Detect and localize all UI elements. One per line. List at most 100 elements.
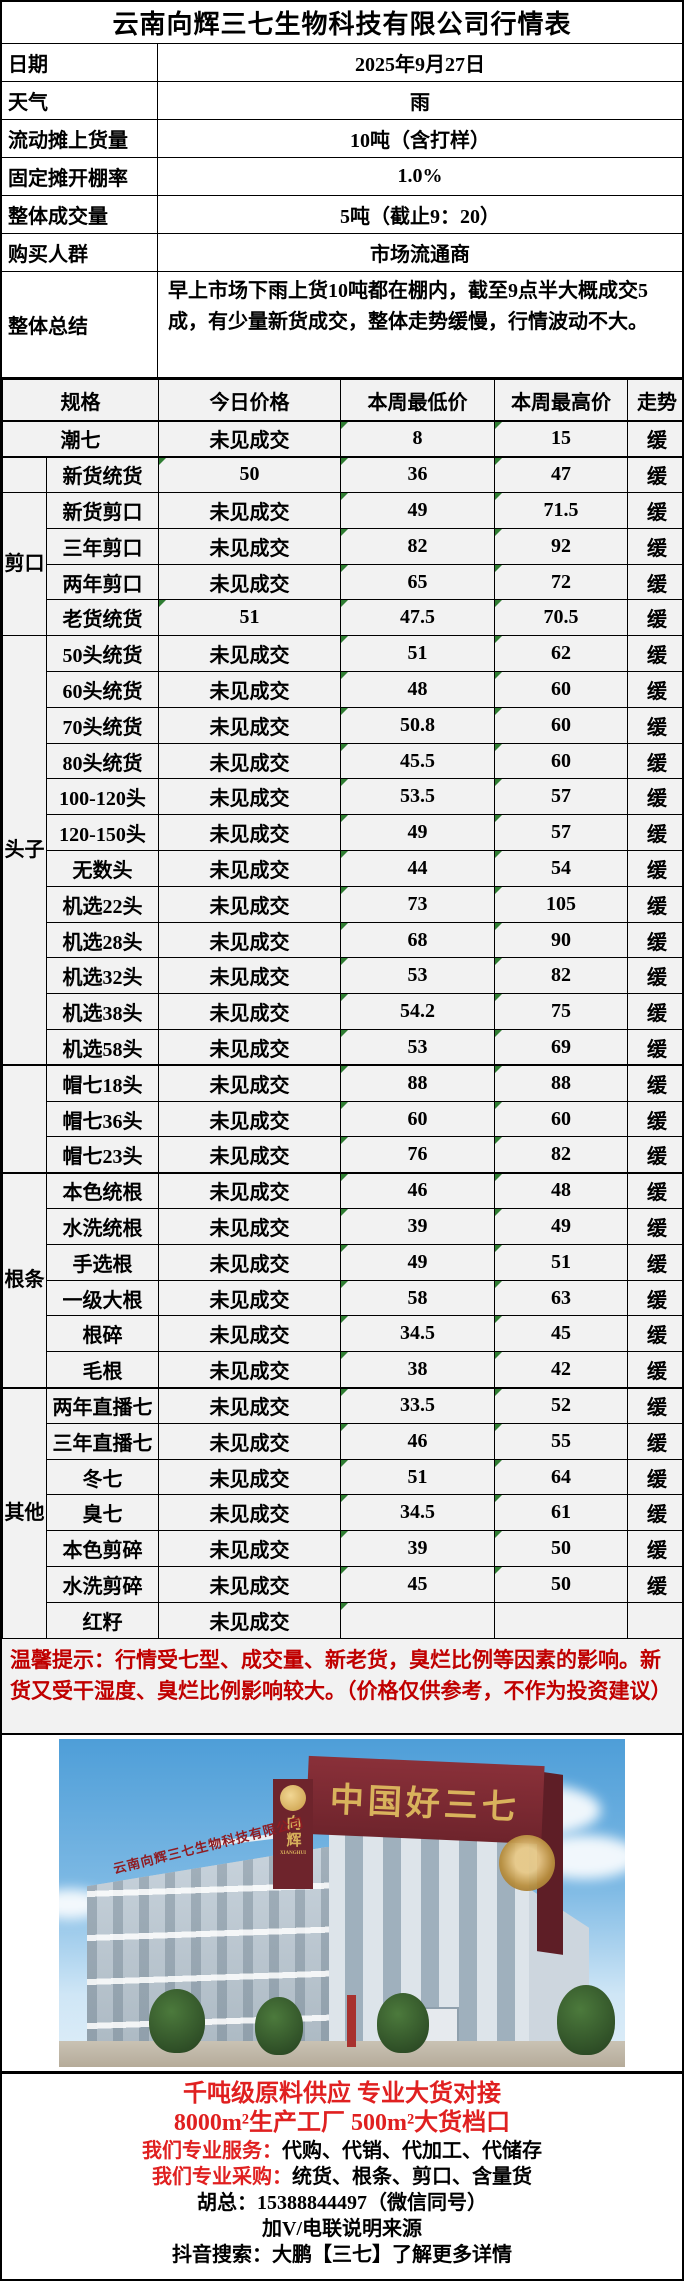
table-row: 三年剪口 未见成交 82 92 缓 (3, 527, 682, 565)
week-high-cell: 69 (494, 1029, 628, 1066)
footer-line: 我们专业服务：代购、代销、代加工、代储存 (2, 2138, 682, 2164)
table-row: 三年直播七 未见成交 46 55 缓 (3, 1422, 682, 1460)
trend-cell: 缓 (627, 671, 682, 708)
week-high-cell: 42 (494, 1351, 628, 1389)
trend-cell: 缓 (627, 1171, 682, 1210)
week-high-cell: 60 (494, 671, 628, 708)
trend-cell: 缓 (627, 599, 682, 637)
trend-cell: 缓 (627, 885, 682, 923)
today-price-cell: 未见成交 (158, 563, 341, 601)
today-price-cell: 未见成交 (158, 1422, 341, 1460)
week-high-cell: 45 (494, 1315, 628, 1353)
price-table-body: 潮七 未见成交 8 15 缓新货统货 50 36 47 缓剪口 新货剪口 未见成交 49 71.5 缓三年… (2, 420, 682, 1639)
group-cell (2, 1064, 47, 1174)
week-low-cell: 39 (340, 1530, 495, 1567)
spec-cell: 60头统货 (46, 671, 159, 708)
spec-cell: 70头统货 (46, 706, 159, 744)
spec-cell: 帽七23头 (46, 1136, 159, 1174)
info-value: 2025年9月27日 (158, 44, 682, 82)
tree-shape (255, 1996, 303, 2055)
footer-line-text: 统货、根条、剪口、含量货 (292, 2165, 532, 2188)
footer-line-label: 我们专业服务： (142, 2139, 282, 2162)
trend-cell: 缓 (627, 850, 682, 887)
week-low-cell: 46 (340, 1422, 495, 1460)
week-low-cell: 34.5 (340, 1494, 495, 1532)
spec-cell: 两年剪口 (46, 563, 159, 601)
trend-cell: 缓 (627, 1422, 682, 1460)
week-low-cell: 38 (340, 1351, 495, 1389)
group-cell (2, 455, 47, 494)
spec-cell: 帽七18头 (46, 1064, 159, 1102)
spec-cell: 臭七 (46, 1494, 159, 1532)
week-low-cell: 51 (340, 635, 495, 673)
spec-cell: 机选58头 (46, 1029, 159, 1066)
week-low-cell: 73 (340, 885, 495, 923)
today-price-cell: 未见成交 (158, 492, 341, 529)
week-high-cell: 71.5 (494, 492, 628, 529)
table-row: 老货统货 51 47.5 70.5 缓 (3, 599, 682, 637)
spec-cell: 无数头 (46, 850, 159, 887)
week-high-cell: 50 (494, 1566, 628, 1603)
brand-logo-icon (280, 1784, 306, 1811)
today-price-cell: 未见成交 (158, 1100, 341, 1138)
week-low-cell: 45 (340, 1566, 495, 1603)
week-high-cell: 60 (494, 1100, 628, 1138)
footer-line-text: 代购、代销、代加工、代储存 (282, 2139, 542, 2162)
week-high-cell: 105 (494, 885, 628, 923)
header-spec: 规格 (2, 378, 159, 422)
today-price-cell: 未见成交 (158, 1136, 341, 1174)
trend-cell (627, 1601, 682, 1639)
spec-cell: 三年直播七 (46, 1422, 159, 1460)
spec-cell: 红籽 (46, 1601, 159, 1639)
week-high-cell: 92 (494, 527, 628, 565)
price-table: 规格 今日价格 本周最低价 本周最高价 走势 潮七 未见成交 8 15 缓新货统货 50 3… (2, 378, 682, 1639)
week-high-cell: 88 (494, 1064, 628, 1102)
footer-line-label: 我们专业采购： (152, 2165, 292, 2188)
trend-cell: 缓 (627, 1064, 682, 1102)
table-row: 帽七23头 未见成交 76 82 缓 (3, 1136, 682, 1174)
page-title: 云南向辉三七生物科技有限公司行情表 (2, 2, 682, 44)
spec-cell: 两年直播七 (46, 1386, 159, 1424)
spec-cell: 本色统根 (46, 1171, 159, 1210)
trend-cell: 缓 (627, 635, 682, 673)
trend-cell: 缓 (627, 563, 682, 601)
rooftop-sign: 中国好三七 (305, 1755, 545, 1844)
rooftop-sign-text: 中国好三七 (329, 1780, 521, 1827)
week-high-cell: 75 (494, 993, 628, 1031)
today-price-cell: 未见成交 (158, 1351, 341, 1389)
week-low-cell (340, 1601, 495, 1639)
week-high-cell: 49 (494, 1208, 628, 1245)
week-high-cell: 82 (494, 957, 628, 995)
week-low-cell: 39 (340, 1208, 495, 1245)
info-label: 整体成交量 (2, 196, 158, 234)
trend-cell: 缓 (627, 492, 682, 529)
table-row: 帽七36头 未见成交 60 60 缓 (3, 1100, 682, 1138)
today-price-cell: 未见成交 (158, 1530, 341, 1567)
trend-cell: 缓 (627, 993, 682, 1031)
table-row: 70头统货 未见成交 50.8 60 缓 (3, 706, 682, 744)
trend-cell: 缓 (627, 1243, 682, 1281)
brand-name-vertical: 向辉 (284, 1814, 301, 1849)
today-price-cell: 未见成交 (158, 814, 341, 852)
trend-cell: 缓 (627, 1279, 682, 1317)
week-high-cell: 54 (494, 850, 628, 887)
week-high-cell: 61 (494, 1494, 628, 1532)
trend-cell: 缓 (627, 957, 682, 995)
today-price-cell: 未见成交 (158, 1029, 341, 1066)
spec-cell: 机选22头 (46, 885, 159, 923)
week-high-cell: 57 (494, 778, 628, 816)
gold-emblem-icon (499, 1834, 555, 1891)
trend-cell: 缓 (627, 706, 682, 744)
info-value: 雨 (158, 82, 682, 120)
spec-cell: 老货统货 (46, 599, 159, 637)
trend-cell: 缓 (627, 1136, 682, 1174)
trend-cell: 缓 (627, 814, 682, 852)
table-row: 红籽 未见成交 (3, 1601, 682, 1639)
trend-cell: 缓 (627, 1029, 682, 1066)
tree-shape (149, 1988, 205, 2053)
footer-line: 加V/电联说明来源 (262, 2217, 422, 2240)
footer-line: 千吨级原料供应 专业大货对接 (183, 2080, 501, 2107)
trend-cell: 缓 (627, 1494, 682, 1532)
table-row: 60头统货 未见成交 48 60 缓 (3, 671, 682, 708)
